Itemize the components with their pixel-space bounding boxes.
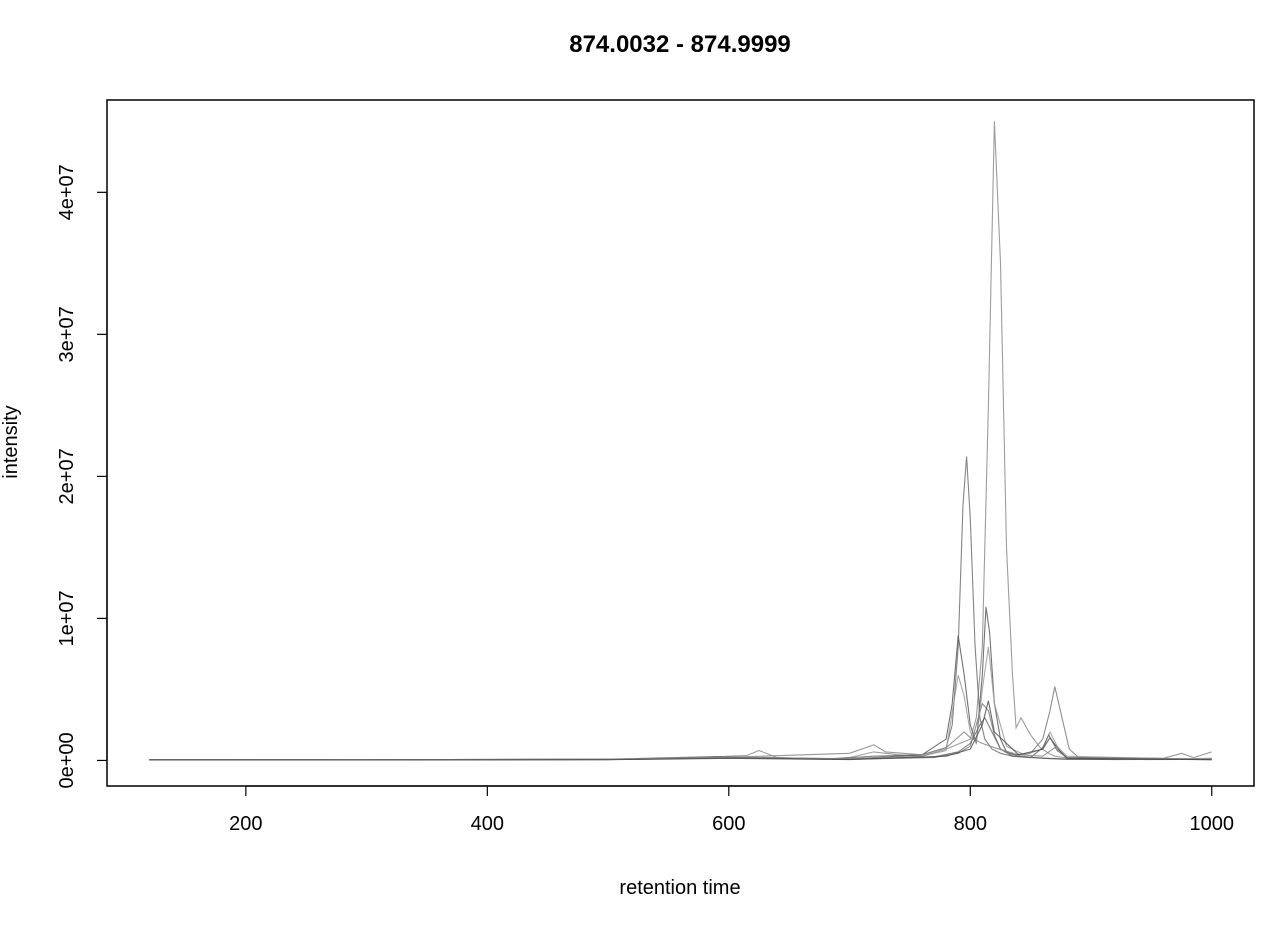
- plot-frame: [106, 99, 1255, 787]
- y-axis-label: intensity: [0, 405, 22, 478]
- series-line-8: [149, 700, 1212, 761]
- x-tick-label: 400: [471, 813, 504, 835]
- x-tick-label: 200: [229, 813, 262, 835]
- x-axis-label: retention time: [619, 877, 740, 899]
- chart-title: 874.0032 - 874.9999: [569, 31, 791, 58]
- y-tick-label: 0e+00: [56, 732, 78, 788]
- y-tick-label: 4e+07: [56, 164, 78, 220]
- y-axis: 0e+00 1e+07 2e+07 3e+07 4e+07: [56, 164, 108, 789]
- series-line-2: [149, 456, 1212, 761]
- x-tick-label: 600: [712, 813, 745, 835]
- series-group: [149, 121, 1212, 761]
- y-tick-label: 1e+07: [56, 590, 78, 646]
- y-tick-label: 3e+07: [56, 306, 78, 362]
- series-line-6: [149, 716, 1212, 761]
- x-tick-label: 1000: [1189, 813, 1234, 835]
- series-line-5: [149, 646, 1212, 761]
- y-tick-label: 2e+07: [56, 448, 78, 504]
- series-line-1: [149, 121, 1212, 761]
- x-tick-label: 800: [954, 813, 987, 835]
- series-line-7: [149, 731, 1212, 761]
- x-axis: 200 400 600 800 1000: [229, 785, 1234, 835]
